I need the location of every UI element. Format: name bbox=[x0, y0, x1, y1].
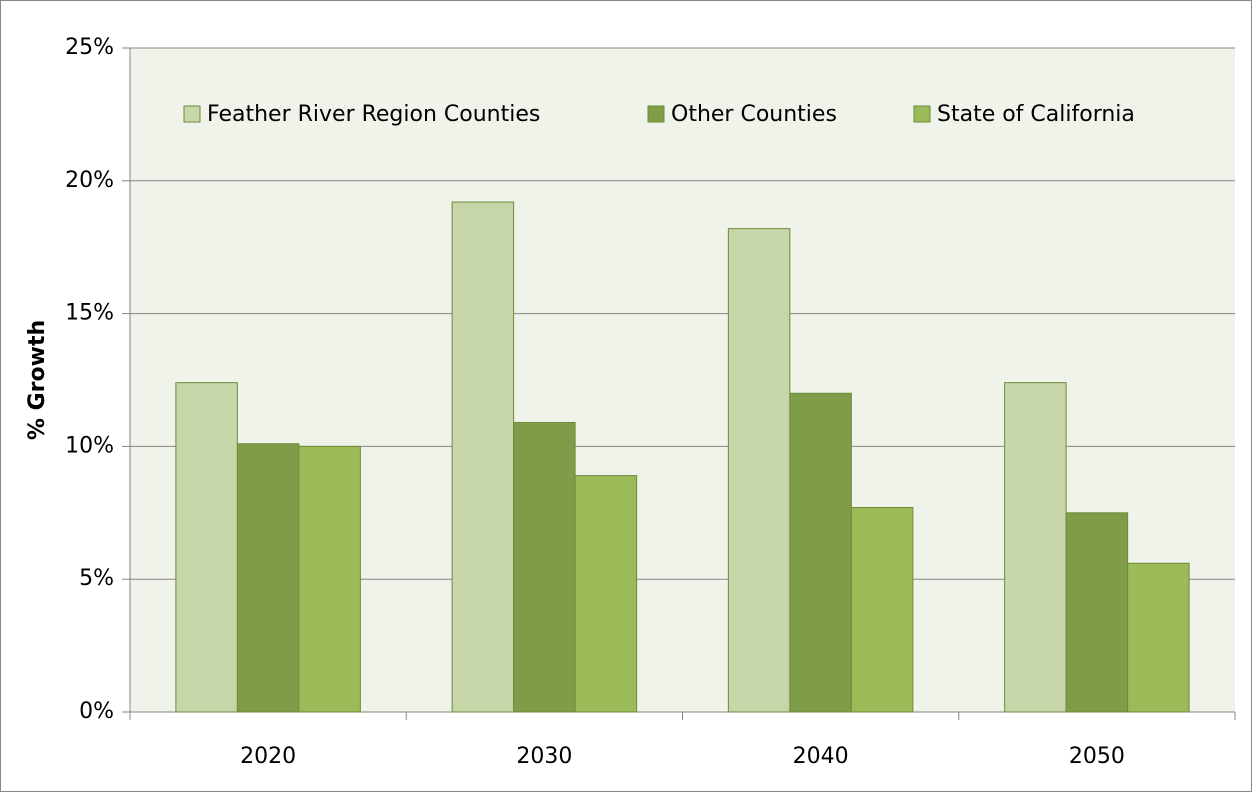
bar bbox=[451, 201, 515, 713]
x-tick-label: 2030 bbox=[516, 744, 572, 769]
bar bbox=[850, 506, 914, 713]
legend-swatch bbox=[913, 105, 931, 123]
legend-label: State of California bbox=[937, 102, 1135, 127]
legend-swatch bbox=[647, 105, 665, 123]
x-tick-label: 2040 bbox=[793, 744, 849, 769]
bar bbox=[727, 228, 791, 713]
bar bbox=[1004, 382, 1067, 713]
bar bbox=[513, 421, 576, 713]
bar bbox=[1127, 562, 1190, 713]
y-tick-label: 20% bbox=[65, 168, 114, 193]
y-axis-title: % Growth bbox=[25, 320, 50, 440]
bar bbox=[789, 392, 852, 713]
bar bbox=[236, 443, 300, 713]
y-tick-label: 10% bbox=[65, 433, 114, 458]
y-tick-label: 0% bbox=[79, 699, 114, 724]
bar bbox=[175, 382, 238, 713]
bar bbox=[574, 475, 638, 713]
bar bbox=[1065, 512, 1129, 713]
bar bbox=[298, 445, 361, 713]
legend-label: Other Counties bbox=[671, 102, 837, 127]
y-tick-label: 5% bbox=[79, 566, 114, 591]
x-tick-label: 2050 bbox=[1069, 744, 1125, 769]
legend-swatch bbox=[183, 105, 201, 123]
x-tick-label: 2020 bbox=[240, 744, 296, 769]
y-tick-label: 15% bbox=[65, 301, 114, 326]
legend-label: Feather River Region Counties bbox=[207, 102, 540, 127]
y-tick-label: 25% bbox=[65, 35, 114, 60]
